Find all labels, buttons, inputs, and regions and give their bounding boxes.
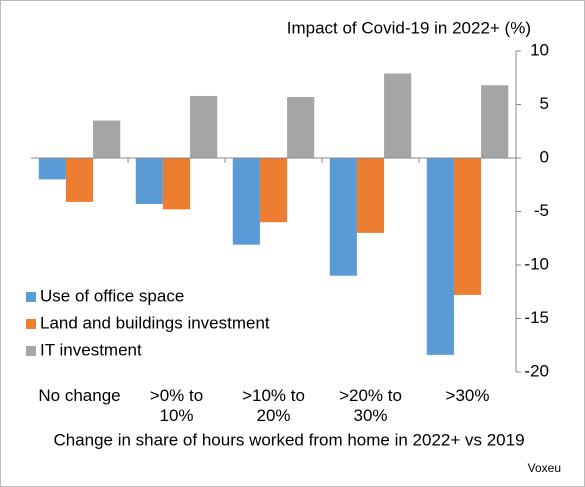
legend-swatch bbox=[26, 346, 36, 356]
bar bbox=[453, 158, 482, 295]
bar bbox=[329, 158, 357, 276]
bar bbox=[162, 158, 191, 210]
source: Voxeu bbox=[528, 461, 561, 475]
x-tick-label: >20% to 30% bbox=[339, 386, 402, 425]
bar bbox=[287, 97, 315, 158]
y-tick-label: -5 bbox=[534, 201, 549, 220]
legend-swatch bbox=[26, 292, 36, 302]
y-tick-label: -10 bbox=[524, 254, 549, 273]
bar bbox=[190, 95, 218, 158]
y-tick-label: 0 bbox=[540, 147, 549, 166]
y-tick-label: -15 bbox=[524, 308, 549, 327]
y-tick-label: 10 bbox=[530, 40, 549, 59]
bar bbox=[135, 158, 163, 205]
x-tick-label: No change bbox=[38, 386, 121, 405]
y-tick-label: 5 bbox=[540, 94, 549, 113]
bar bbox=[481, 85, 509, 158]
bar bbox=[384, 73, 412, 158]
bar bbox=[38, 158, 66, 180]
x-tick-label: >0% to 10% bbox=[149, 386, 204, 425]
chart-title: Impact of Covid-19 in 2022+ (%) bbox=[287, 18, 531, 37]
bar bbox=[232, 158, 260, 245]
legend-label: Land and buildings investment bbox=[40, 313, 270, 332]
bar bbox=[259, 158, 288, 223]
x-tick-label: >30% bbox=[445, 386, 490, 405]
bar bbox=[65, 158, 94, 202]
x-axis-title: Change in share of hours worked from hom… bbox=[53, 430, 524, 449]
x-tick-label: >10% to 20% bbox=[242, 386, 305, 425]
y-tick-label: -20 bbox=[524, 361, 549, 380]
legend-label: Use of office space bbox=[40, 286, 184, 305]
bar bbox=[93, 120, 121, 158]
bar bbox=[356, 158, 385, 233]
legend-swatch bbox=[26, 319, 36, 329]
bar bbox=[426, 158, 454, 355]
legend-label: IT investment bbox=[40, 340, 142, 359]
